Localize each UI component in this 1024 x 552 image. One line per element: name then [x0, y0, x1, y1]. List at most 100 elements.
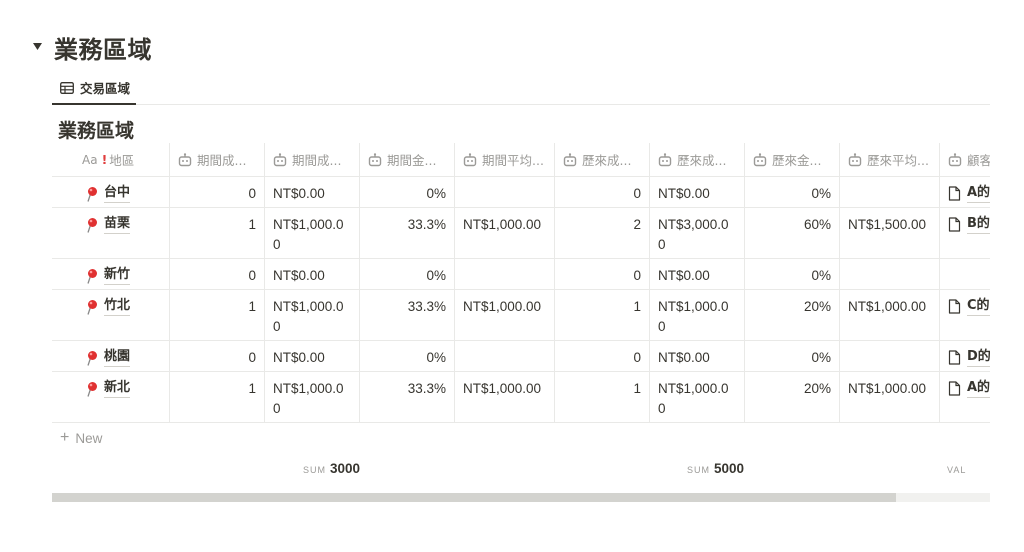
- row-name-text[interactable]: 台中: [104, 184, 131, 203]
- cell-c1[interactable]: 1: [170, 372, 265, 422]
- calc-sum-2[interactable]: SUM 5000: [686, 461, 744, 476]
- cell-c3[interactable]: 0%: [360, 341, 455, 371]
- database-title[interactable]: 業務區域: [58, 120, 135, 142]
- cell-c3[interactable]: 0%: [360, 177, 455, 207]
- cell-c5[interactable]: 2: [555, 208, 650, 258]
- cell-c2[interactable]: NT$1,000.00: [265, 290, 360, 340]
- table-row[interactable]: 新竹 0 NT$0.00 0% 0 NT$0.00 0%: [52, 259, 990, 290]
- cell-c5[interactable]: 0: [555, 259, 650, 289]
- cell-c9[interactable]: A的: [940, 372, 990, 422]
- cell-c8[interactable]: NT$1,000.00: [840, 372, 940, 422]
- formula-icon: [563, 152, 577, 166]
- table-row[interactable]: 新北 1 NT$1,000.00 33.3% NT$1,000.00 1 NT$1,000.…: [52, 372, 990, 423]
- column-header-2[interactable]: 期間成...: [265, 143, 360, 176]
- cell-c4[interactable]: NT$1,000.00: [455, 208, 555, 258]
- row-name-cell[interactable]: 苗栗: [52, 208, 170, 258]
- cell-c5[interactable]: 0: [555, 177, 650, 207]
- cell-c2[interactable]: NT$0.00: [265, 259, 360, 289]
- cell-c1[interactable]: 0: [170, 177, 265, 207]
- row-name-text[interactable]: 竹北: [104, 297, 131, 316]
- column-header-6[interactable]: 歷來成...: [650, 143, 745, 176]
- cell-c3[interactable]: 33.3%: [360, 290, 455, 340]
- tab-table-view[interactable]: 交易區域: [52, 72, 137, 105]
- cell-c8[interactable]: [840, 177, 940, 207]
- scrollbar-thumb[interactable]: [52, 493, 897, 502]
- toggle-triangle-icon[interactable]: [30, 43, 44, 51]
- cell-c7[interactable]: 60%: [745, 208, 840, 258]
- row-name-cell[interactable]: 竹北: [52, 290, 170, 340]
- cell-c4[interactable]: [455, 341, 555, 371]
- row-name-cell[interactable]: 台中: [52, 177, 170, 207]
- cell-c8[interactable]: NT$1,000.00: [840, 290, 940, 340]
- cell-c2[interactable]: NT$1,000.00: [265, 208, 360, 258]
- cell-c7[interactable]: 0%: [745, 177, 840, 207]
- column-header-8[interactable]: 歷來平均...: [840, 143, 940, 176]
- horizontal-scrollbar[interactable]: [52, 493, 990, 502]
- cell-c6[interactable]: NT$0.00: [650, 177, 745, 207]
- cell-c8[interactable]: [840, 341, 940, 371]
- relation-page-text[interactable]: D的: [967, 348, 990, 367]
- cell-c1[interactable]: 0: [170, 341, 265, 371]
- cell-c6[interactable]: NT$0.00: [650, 341, 745, 371]
- cell-c3[interactable]: 33.3%: [360, 208, 455, 258]
- table-row[interactable]: 桃園 0 NT$0.00 0% 0 NT$0.00 0% D的: [52, 341, 990, 372]
- cell-c3[interactable]: 33.3%: [360, 372, 455, 422]
- column-header-3[interactable]: 期間金...: [360, 143, 455, 176]
- calc-val[interactable]: VAL: [947, 465, 967, 475]
- relation-page-text[interactable]: B的: [967, 215, 990, 234]
- add-new-row-button[interactable]: + New: [52, 423, 990, 443]
- column-header-7[interactable]: 歷來金...: [745, 143, 840, 176]
- cell-c2[interactable]: NT$1,000.00: [265, 372, 360, 422]
- cell-c9[interactable]: [940, 259, 990, 289]
- row-name-cell[interactable]: 桃園: [52, 341, 170, 371]
- cell-c5[interactable]: 1: [555, 372, 650, 422]
- row-name-text[interactable]: 新竹: [104, 266, 131, 285]
- cell-c7[interactable]: 20%: [745, 372, 840, 422]
- column-header-4[interactable]: 期間平均...: [455, 143, 555, 176]
- cell-c8[interactable]: [840, 259, 940, 289]
- cell-c7[interactable]: 0%: [745, 259, 840, 289]
- table-row[interactable]: 台中 0 NT$0.00 0% 0 NT$0.00 0% A的: [52, 177, 990, 208]
- cell-c6[interactable]: NT$3,000.00: [650, 208, 745, 258]
- column-header-9[interactable]: 顧客: [940, 143, 990, 176]
- cell-c9[interactable]: C的: [940, 290, 990, 340]
- relation-page-text[interactable]: A的: [967, 184, 990, 203]
- relation-page-text[interactable]: C的: [967, 297, 990, 316]
- row-name-text[interactable]: 苗栗: [104, 215, 131, 234]
- relation-page-text[interactable]: A的: [967, 379, 990, 398]
- cell-c1[interactable]: 0: [170, 259, 265, 289]
- column-header-1[interactable]: 期間成...: [170, 143, 265, 176]
- cell-c9[interactable]: A的: [940, 177, 990, 207]
- row-name-text[interactable]: 桃園: [104, 348, 131, 367]
- cell-c4[interactable]: [455, 177, 555, 207]
- toggle-title[interactable]: 業務區域: [54, 35, 152, 64]
- cell-c5[interactable]: 0: [555, 341, 650, 371]
- table-row[interactable]: 竹北 1 NT$1,000.00 33.3% NT$1,000.00 1 NT$1,000.…: [52, 290, 990, 341]
- cell-c6[interactable]: NT$1,000.00: [650, 290, 745, 340]
- cell-c2[interactable]: NT$0.00: [265, 341, 360, 371]
- cell-c1[interactable]: 1: [170, 290, 265, 340]
- cell-c9[interactable]: D的: [940, 341, 990, 371]
- table-row[interactable]: 苗栗 1 NT$1,000.00 33.3% NT$1,000.00 2 NT$3,000.…: [52, 208, 990, 259]
- calc-sum-1[interactable]: SUM 3000: [302, 461, 360, 476]
- cell-c6[interactable]: NT$0.00: [650, 259, 745, 289]
- cell-c4[interactable]: [455, 259, 555, 289]
- cell-c1[interactable]: 1: [170, 208, 265, 258]
- row-name-cell[interactable]: 新竹: [52, 259, 170, 289]
- cell-c9[interactable]: B的: [940, 208, 990, 258]
- column-header-0[interactable]: Aa! 地區: [52, 143, 170, 176]
- cell-c6[interactable]: NT$1,000.00: [650, 372, 745, 422]
- column-header-5[interactable]: 歷來成...: [555, 143, 650, 176]
- cell-c4[interactable]: NT$1,000.00: [455, 290, 555, 340]
- cell-c7[interactable]: 0%: [745, 341, 840, 371]
- cell-c8[interactable]: NT$1,500.00: [840, 208, 940, 258]
- cell-c2[interactable]: NT$0.00: [265, 177, 360, 207]
- cell-c5[interactable]: 1: [555, 290, 650, 340]
- cell-c4[interactable]: NT$1,000.00: [455, 372, 555, 422]
- cell-c3[interactable]: 0%: [360, 259, 455, 289]
- row-name-cell[interactable]: 新北: [52, 372, 170, 422]
- row-name-text[interactable]: 新北: [104, 379, 131, 398]
- cell-c7[interactable]: 20%: [745, 290, 840, 340]
- page-icon: [948, 381, 961, 396]
